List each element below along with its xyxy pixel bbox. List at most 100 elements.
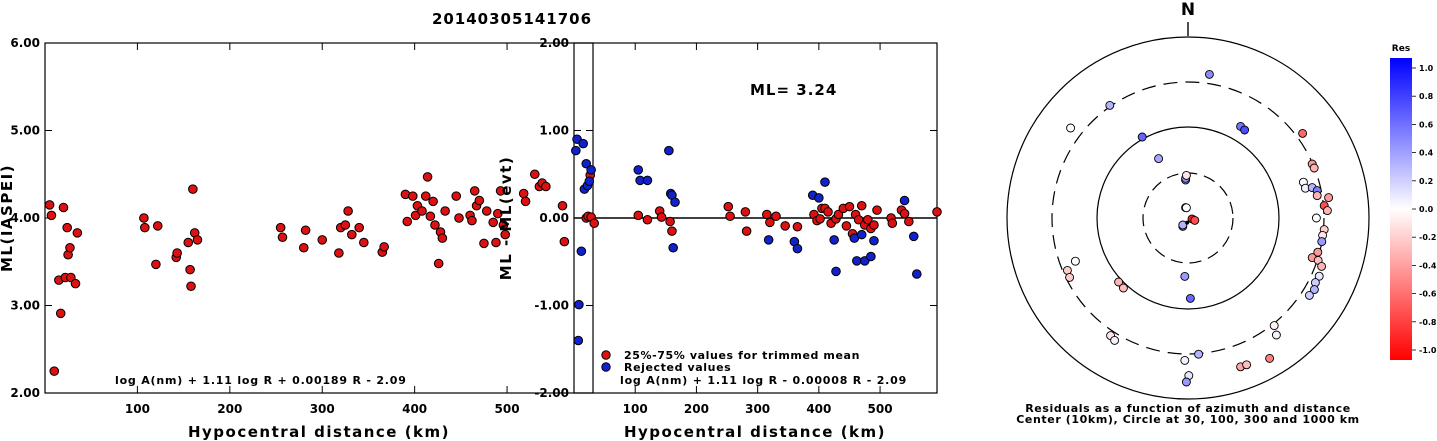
- data-point: [823, 207, 833, 217]
- data-point: [911, 269, 922, 279]
- data-point: [343, 206, 353, 216]
- data-point: [172, 248, 182, 258]
- data-point: [491, 237, 501, 248]
- x-tick-label: 300: [745, 402, 770, 416]
- epicenter-marker: [1185, 220, 1190, 225]
- data-point: [841, 221, 852, 231]
- data-point: [49, 366, 60, 376]
- north-label: N: [1181, 0, 1195, 20]
- data-point: [437, 233, 448, 243]
- station-marker: [1178, 220, 1188, 230]
- data-point: [844, 201, 855, 212]
- colorbar-tick-label: 0.8: [1419, 92, 1434, 101]
- y-tick-label: 2.00: [10, 386, 40, 400]
- data-point: [425, 211, 436, 222]
- data-point: [792, 243, 803, 254]
- y-tick-label: -1.00: [534, 299, 569, 313]
- ml-y-axis-label: ML(IASPEI): [0, 164, 16, 272]
- data-point: [454, 213, 464, 223]
- station-marker: [1194, 349, 1204, 359]
- azimuth-residual-panel: N Residuals as a function of azimuth and…: [1006, 0, 1370, 426]
- station-marker: [1309, 163, 1319, 173]
- data-point: [354, 222, 364, 233]
- colorbar-tick-label: -0.6: [1419, 290, 1437, 299]
- ml-formula: log A(nm) + 1.11 log R + 0.00189 R - 2.0…: [115, 374, 407, 387]
- data-point: [869, 235, 879, 246]
- colorbar-title: Res: [1392, 44, 1410, 54]
- residual-x-axis-label: Hypocentral distance (km): [624, 423, 886, 441]
- colorbar-tick-label: 0.0: [1419, 205, 1434, 214]
- data-point: [479, 238, 489, 249]
- data-point: [529, 169, 540, 180]
- legend-trimmed-marker: [601, 350, 611, 360]
- data-point: [541, 181, 551, 192]
- station-marker: [1180, 355, 1190, 365]
- data-point: [481, 206, 492, 216]
- data-point: [670, 197, 680, 208]
- station-marker: [1154, 154, 1164, 164]
- data-point: [664, 145, 674, 156]
- data-point: [488, 217, 498, 228]
- data-point: [495, 186, 506, 196]
- station-marker: [1314, 271, 1324, 281]
- data-point: [46, 210, 57, 221]
- data-point: [741, 226, 752, 236]
- data-point: [334, 248, 344, 258]
- data-point: [44, 200, 55, 210]
- data-point: [317, 235, 328, 245]
- y-tick-label: 5.00: [10, 124, 40, 138]
- legend-trimmed-label: 25%-75% values for trimmed mean: [624, 349, 860, 362]
- data-point: [474, 195, 485, 206]
- ring-300km: [1051, 81, 1325, 355]
- x-tick-label: 400: [806, 402, 831, 416]
- station-marker: [1204, 69, 1214, 79]
- ml-point-group: [44, 169, 596, 376]
- data-point: [347, 229, 357, 240]
- data-point: [899, 208, 910, 219]
- data-point: [723, 201, 734, 212]
- data-point: [856, 229, 867, 240]
- data-point: [763, 235, 774, 245]
- data-point: [493, 208, 503, 219]
- data-point: [642, 214, 653, 225]
- residual-tick-group: 100 200 300 400 500 -2.00 -1.00 0.00 1.00 2.00: [534, 36, 937, 416]
- station-marker-group: [1062, 69, 1334, 387]
- x-tick-label: 100: [125, 402, 150, 416]
- data-point: [869, 220, 879, 230]
- data-point: [589, 218, 600, 229]
- data-point: [667, 226, 677, 236]
- polar-caption-line1: Residuals as a function of azimuth and d…: [1025, 402, 1351, 415]
- station-marker: [1265, 353, 1275, 363]
- station-marker: [1181, 203, 1191, 213]
- data-point: [668, 242, 678, 253]
- data-point: [420, 191, 431, 201]
- residual-formula: log A(nm) + 1.11 log R - 0.00008 R - 2.0…: [620, 374, 907, 387]
- data-point: [440, 206, 450, 216]
- legend-rejected-marker: [601, 362, 611, 372]
- station-marker: [1298, 128, 1308, 138]
- data-point: [151, 259, 161, 270]
- data-point: [410, 210, 421, 221]
- data-point: [633, 165, 644, 175]
- data-point: [581, 158, 592, 169]
- data-point: [407, 191, 418, 201]
- station-marker: [1065, 272, 1075, 282]
- y-tick-label: -2.00: [534, 386, 569, 400]
- data-point: [852, 256, 862, 266]
- station-marker: [1185, 293, 1195, 303]
- data-point: [469, 186, 480, 196]
- data-point: [815, 214, 825, 224]
- data-point: [185, 264, 195, 275]
- station-marker: [1304, 290, 1314, 300]
- x-tick-label: 400: [402, 402, 427, 416]
- colorbar-tick-label: 0.2: [1419, 177, 1433, 186]
- data-point: [908, 231, 919, 242]
- station-marker: [1317, 261, 1327, 271]
- station-marker: [1317, 237, 1327, 247]
- data-point: [559, 236, 570, 247]
- x-tick-label: 500: [868, 402, 893, 416]
- x-tick-label: 300: [310, 402, 335, 416]
- colorbar-gradient: [1390, 58, 1412, 360]
- data-point: [379, 242, 389, 252]
- residual-y-axis-label: ML - ML(evt): [497, 156, 515, 280]
